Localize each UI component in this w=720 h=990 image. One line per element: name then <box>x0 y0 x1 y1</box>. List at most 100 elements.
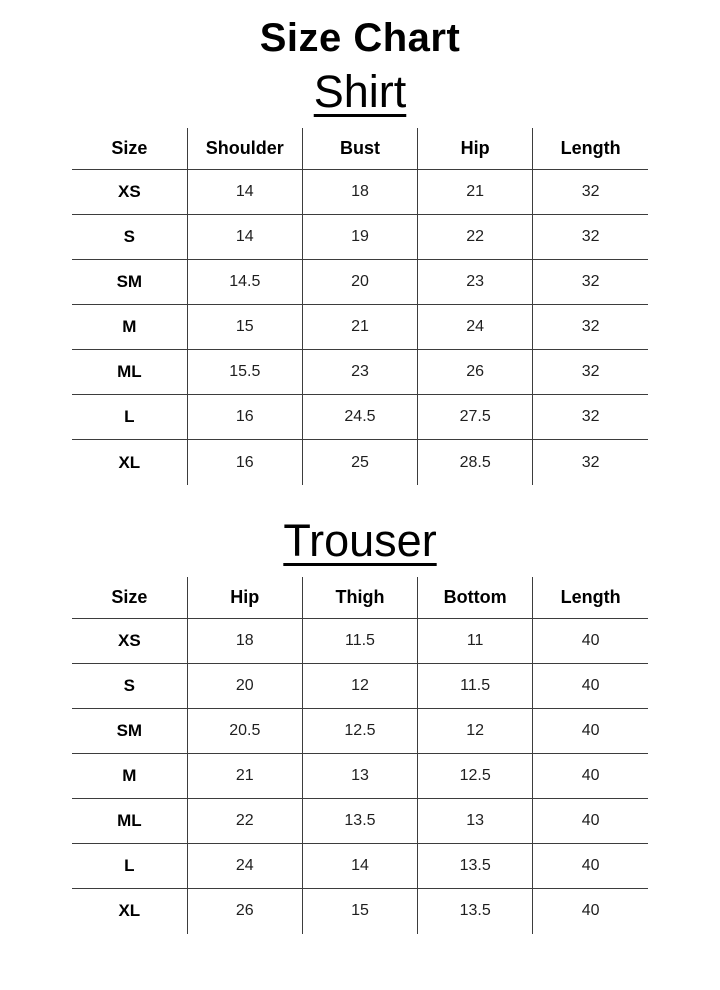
column-header: Size <box>111 586 148 607</box>
measurement-cell: 40 <box>532 798 648 844</box>
table-row: XL 26 15 13.5 40 <box>72 888 648 934</box>
table-row: S 20 12 11.5 40 <box>72 663 648 709</box>
measurement-cell: 24.5 <box>301 394 418 440</box>
measurement-cell: 18 <box>186 618 303 664</box>
measurement-cell: 12 <box>301 663 418 709</box>
measurement-cell: 21 <box>301 304 418 350</box>
measurement-cell: 24 <box>417 304 533 350</box>
measurement-cell: 32 <box>532 169 648 215</box>
measurement-cell: 40 <box>532 708 648 754</box>
size-label-cell: M <box>72 304 188 350</box>
measurement-cell: 40 <box>532 663 648 709</box>
trouser-section: Trouser Size Hip Thigh Bottom Length XS 18 11.5… <box>0 515 720 934</box>
measurement-cell: 20.5 <box>186 708 303 754</box>
table-row: L 24 14 13.5 40 <box>72 843 648 889</box>
size-label-cell: SM <box>72 259 188 305</box>
measurement-cell: 12 <box>417 708 533 754</box>
measurement-cell: 11 <box>417 618 533 664</box>
measurement-cell: 26 <box>417 349 533 395</box>
measurement-cell: 32 <box>532 349 648 395</box>
size-label-cell: SM <box>72 708 188 754</box>
table-row: ML 22 13.5 13 40 <box>72 798 648 844</box>
size-label-cell: XL <box>72 439 188 485</box>
table-row: XL 16 25 28.5 32 <box>72 439 648 485</box>
shirt-section: Shirt Size Shoulder Bust Hip Length XS 14 18 21 3… <box>0 66 720 485</box>
measurement-cell: 32 <box>532 259 648 305</box>
table-row: SM 14.5 20 23 32 <box>72 259 648 305</box>
column-header: Bottom <box>417 576 533 619</box>
size-label-cell: S <box>72 663 188 709</box>
measurement-cell: 21 <box>186 753 303 799</box>
column-header: Length <box>532 576 648 619</box>
measurement-cell: 11.5 <box>417 663 533 709</box>
column-header: Shoulder <box>186 127 303 170</box>
measurement-cell: 21 <box>417 169 533 215</box>
measurement-cell: 15 <box>186 304 303 350</box>
measurement-cell: 13.5 <box>301 798 418 844</box>
measurement-cell: 25 <box>301 439 418 485</box>
measurement-cell: 27.5 <box>417 394 533 440</box>
measurement-cell: 40 <box>532 618 648 664</box>
measurement-cell: 40 <box>532 888 648 934</box>
trouser-table-title: Trouser <box>283 514 437 566</box>
column-header: Bust <box>301 127 418 170</box>
table-row: S 14 19 22 32 <box>72 214 648 260</box>
measurement-cell: 12.5 <box>301 708 418 754</box>
table-row: L 16 24.5 27.5 32 <box>72 394 648 440</box>
measurement-cell: 18 <box>301 169 418 215</box>
measurement-cell: 40 <box>532 843 648 889</box>
measurement-cell: 24 <box>186 843 303 889</box>
column-header: Length <box>532 127 648 170</box>
measurement-cell: 23 <box>417 259 533 305</box>
column-header: Size <box>111 138 148 158</box>
shirt-size-table: Size Shoulder Bust Hip Length XS 14 18 21 32 S 14 19… <box>72 127 648 485</box>
measurement-cell: 40 <box>532 753 648 799</box>
measurement-cell: 14.5 <box>186 259 303 305</box>
measurement-cell: 22 <box>186 798 303 844</box>
measurement-cell: 20 <box>301 259 418 305</box>
page-title: Size Chart <box>259 16 461 60</box>
measurement-cell: 28.5 <box>417 439 533 485</box>
measurement-cell: 19 <box>301 214 418 260</box>
size-label-cell: XL <box>72 888 188 934</box>
measurement-cell: 11.5 <box>301 618 418 664</box>
measurement-cell: 13 <box>417 798 533 844</box>
size-label-cell: ML <box>72 798 188 844</box>
measurement-cell: 13 <box>301 753 418 799</box>
size-label-cell: XS <box>72 169 188 215</box>
table-row: ML 15.5 23 26 32 <box>72 349 648 395</box>
measurement-cell: 16 <box>186 439 303 485</box>
table-row: M 21 13 12.5 40 <box>72 753 648 799</box>
measurement-cell: 32 <box>532 439 648 485</box>
column-header: Hip <box>417 127 533 170</box>
measurement-cell: 20 <box>186 663 303 709</box>
table-row: XS 18 11.5 11 40 <box>72 618 648 664</box>
measurement-cell: 13.5 <box>417 888 533 934</box>
measurement-cell: 32 <box>532 214 648 260</box>
measurement-cell: 23 <box>301 349 418 395</box>
size-label-cell: L <box>72 394 188 440</box>
size-label-cell: M <box>72 753 188 799</box>
header-row: Size Shoulder Bust Hip Length <box>72 127 648 170</box>
size-label-cell: ML <box>72 349 188 395</box>
measurement-cell: 16 <box>186 394 303 440</box>
header-row: Size Hip Thigh Bottom Length <box>72 576 648 619</box>
measurement-cell: 32 <box>532 304 648 350</box>
size-label-cell: L <box>72 843 188 889</box>
measurement-cell: 26 <box>186 888 303 934</box>
table-row: SM 20.5 12.5 12 40 <box>72 708 648 754</box>
measurement-cell: 12.5 <box>417 753 533 799</box>
measurement-cell: 14 <box>186 169 303 215</box>
column-header: Hip <box>186 576 303 619</box>
measurement-cell: 14 <box>301 843 418 889</box>
table-row: M 15 21 24 32 <box>72 304 648 350</box>
measurement-cell: 22 <box>417 214 533 260</box>
measurement-cell: 15.5 <box>186 349 303 395</box>
size-label-cell: S <box>72 214 188 260</box>
measurement-cell: 32 <box>532 394 648 440</box>
size-label-cell: XS <box>72 618 188 664</box>
measurement-cell: 13.5 <box>417 843 533 889</box>
measurement-cell: 15 <box>301 888 418 934</box>
table-row: XS 14 18 21 32 <box>72 169 648 215</box>
